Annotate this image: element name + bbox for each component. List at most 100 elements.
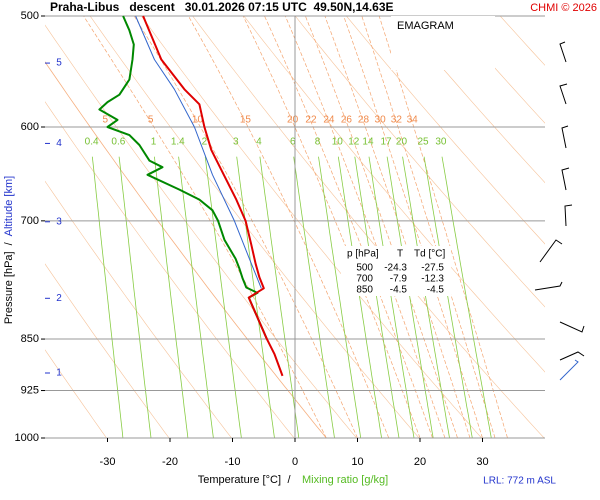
saturated-adiabat-label: 30 (375, 115, 387, 126)
y-axis-label: Pressure [hPa] / Altitude [km] (3, 176, 15, 324)
legend-title: EMAGRAM (397, 20, 454, 32)
dry-adiabat-background (45, 101, 295, 438)
saturated-adiabat-label: 26 (341, 115, 353, 126)
surface-wind-barb (559, 359, 579, 381)
mixing-ratio-line (236, 156, 275, 438)
mixing-ratio-label: 30 (435, 137, 447, 148)
y-tick-label: 1000 (15, 432, 39, 444)
mixing-ratio-line (318, 156, 362, 438)
x-axis-separator: / (287, 474, 291, 486)
mixing-ratio-line (259, 156, 300, 438)
mixing-ratio-label: 8 (315, 137, 321, 148)
x-tick-label: 20 (414, 456, 426, 468)
wind-barbs (534, 41, 585, 361)
wind-barb (559, 321, 585, 333)
mixing-ratio-line (154, 156, 189, 438)
mixing-ratio-line (118, 156, 152, 438)
mixing-ratio-line (293, 156, 335, 438)
y-tick-label: 925 (21, 384, 39, 396)
x-tick-label: 30 (476, 456, 488, 468)
saturated-adiabat-label: 22 (305, 115, 317, 126)
altitude-tick-label: 5 (56, 58, 62, 69)
x-axis-label-secondary: Mixing ratio [g/kg] (302, 474, 388, 486)
mixing-ratio-label: 1.4 (171, 137, 185, 148)
mixing-ratio-label: 10 (332, 137, 344, 148)
saturated-adiabat-label: 20 (287, 115, 299, 126)
saturated-adiabat (242, 16, 421, 438)
x-axis-label: Temperature [°C] (198, 474, 281, 486)
mixing-ratio-line (423, 156, 473, 438)
saturated-adiabat (361, 16, 496, 438)
saturated-adiabat-label: 34 (407, 115, 419, 126)
dry-adiabat-background (89, 16, 420, 438)
mixing-ratio-line (337, 156, 382, 438)
saturated-adiabat-label: 15 (240, 115, 252, 126)
dry-adiabat-background (448, 16, 545, 124)
y-axis-separator: / (3, 241, 15, 245)
chart-title: Praha-Libus descent 30.01.2026 07:15 UTC… (50, 0, 394, 14)
altitude-tick-label: 4 (56, 138, 62, 149)
y-tick-label: 700 (21, 215, 39, 227)
mixing-ratio-label: 17 (381, 137, 393, 148)
table-cell: 850 (356, 285, 373, 296)
profile-line (98, 15, 268, 340)
wind-barb (561, 167, 570, 191)
mixing-ratio-line (178, 156, 214, 438)
x-tick-label: 10 (351, 456, 363, 468)
wind-barb (534, 281, 563, 291)
mixing-ratio-label: 14 (362, 137, 374, 148)
mixing-ratio-line (91, 156, 124, 438)
table-box (341, 246, 451, 296)
table-cell: -12.3 (421, 274, 444, 285)
y-axis-label-altitude: Altitude [km] (3, 176, 15, 237)
table-cell: 500 (356, 263, 373, 274)
y-tick-label: 850 (21, 333, 39, 345)
table-header: Td [°C] (414, 249, 445, 260)
profile-line (135, 15, 262, 289)
saturated-adiabat (378, 16, 508, 438)
wind-barb (564, 204, 573, 227)
mixing-ratio-label: 1 (151, 137, 157, 148)
table-cell: -4.5 (390, 285, 408, 296)
mixing-ratio-line (354, 156, 400, 438)
dry-adiabat-label: 5 (102, 115, 108, 126)
table-cell: -7.9 (390, 274, 408, 285)
wind-barb (559, 41, 567, 63)
dry-adiabat-background (294, 16, 545, 308)
dry-adiabat-background (45, 349, 107, 438)
saturated-adiabat-label: 5 (148, 115, 154, 126)
wind-barb (561, 125, 569, 149)
x-tick-label: -10 (225, 456, 241, 468)
mixing-ratio-label: 6 (290, 137, 296, 148)
x-tick-label: -20 (162, 456, 178, 468)
mixing-ratio-label: 0.6 (111, 137, 125, 148)
y-axis-label-pressure: Pressure [hPa] (3, 251, 15, 324)
wind-barb (559, 83, 568, 105)
altitude-tick-label: 1 (56, 368, 62, 379)
wind-barb (559, 351, 585, 361)
dry-adiabat-background (45, 24, 357, 438)
x-tick-label: 0 (292, 456, 298, 468)
mixing-ratio-line (441, 156, 492, 438)
credit: CHMI © 2026 (530, 2, 597, 14)
profile-line (142, 15, 284, 377)
mixing-ratio-label: 2 (202, 137, 208, 148)
mixing-ratio-label: 4 (256, 137, 262, 148)
station-note: LRL: 772 m ASL (483, 476, 556, 487)
mixing-ratio-label: 0.4 (85, 137, 99, 148)
dry-adiabat-background (45, 263, 170, 438)
saturated-adiabat (187, 16, 390, 438)
mixing-ratio-label: 25 (417, 137, 429, 148)
saturated-adiabat (83, 16, 327, 438)
saturated-adiabat-label: 28 (358, 115, 370, 126)
table-header: p [hPa] (347, 249, 379, 260)
table-cell: -27.5 (421, 263, 444, 274)
table-cell: 700 (356, 274, 373, 285)
x-tick-label: -30 (100, 456, 116, 468)
dry-adiabat-background (45, 180, 232, 438)
mixing-ratio-label: 3 (233, 137, 239, 148)
mixing-ratio-line (402, 156, 450, 438)
saturated-adiabat-label: 10 (192, 115, 204, 126)
saturated-adiabat-label: 32 (391, 115, 403, 126)
